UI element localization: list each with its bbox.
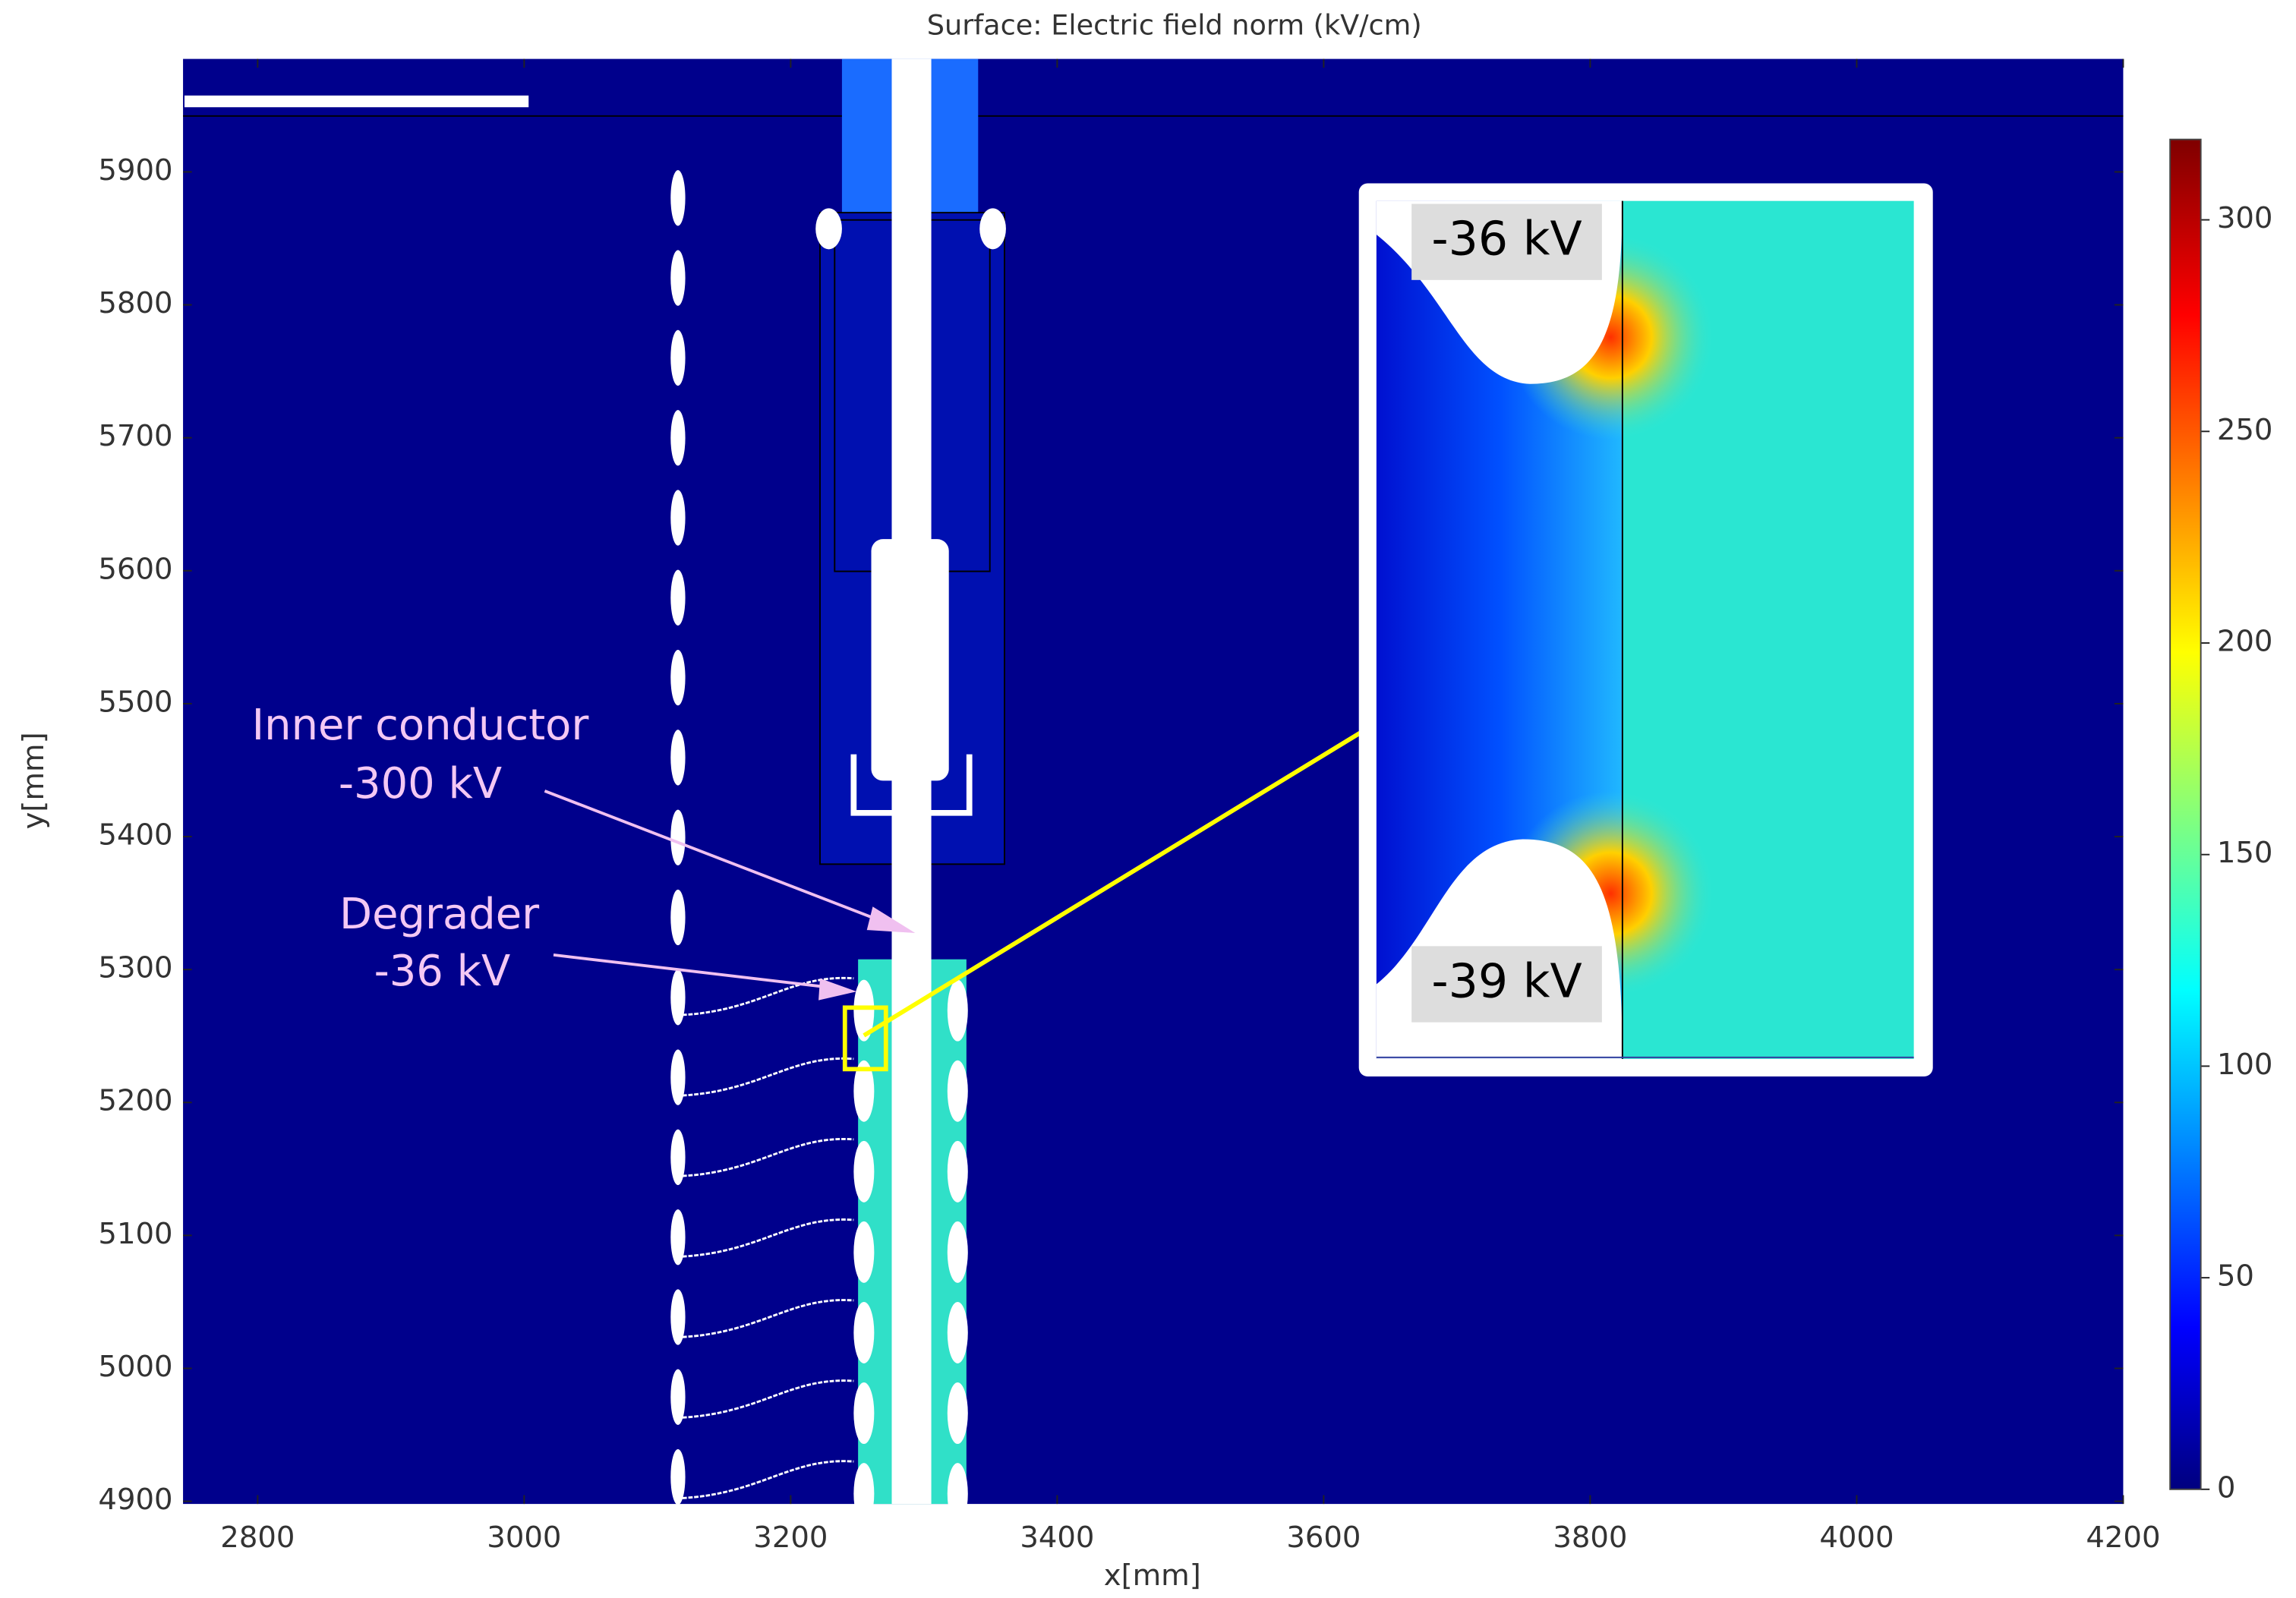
grading-ring bbox=[670, 730, 686, 786]
pointer bbox=[544, 790, 887, 925]
annotation: Degrader bbox=[339, 890, 539, 939]
label-box bbox=[1411, 946, 1602, 1023]
grading-ring bbox=[670, 410, 686, 466]
resistor bbox=[682, 1379, 854, 1419]
y-tick-label: 5100 bbox=[98, 1217, 172, 1251]
colorbar-tick-label: 200 bbox=[2217, 624, 2273, 658]
zoom-box bbox=[842, 1005, 888, 1072]
y-axis-label: y[mm] bbox=[17, 732, 51, 829]
degrader-ring bbox=[947, 1301, 968, 1363]
grading-ring bbox=[670, 1448, 686, 1505]
inset-label: -36 kV bbox=[1431, 212, 1582, 266]
y-tick-label: 5200 bbox=[98, 1084, 172, 1118]
colorbar bbox=[2170, 139, 2201, 1489]
label-box bbox=[1411, 203, 1602, 280]
degrader-ring bbox=[853, 1463, 875, 1525]
colorbar-tick-label: 100 bbox=[2217, 1048, 2273, 1082]
annotation: Inner conductor bbox=[252, 701, 589, 750]
grading-ring bbox=[670, 1129, 686, 1186]
shield bbox=[979, 208, 1006, 250]
grading-ring bbox=[670, 569, 686, 626]
degrader-ring bbox=[947, 1463, 968, 1525]
y-tick-label: 5600 bbox=[98, 552, 172, 586]
y-tick-label: 5500 bbox=[98, 685, 172, 719]
x-tick-label: 3800 bbox=[1553, 1521, 1627, 1555]
grading-ring bbox=[670, 649, 686, 706]
grading-ring bbox=[670, 490, 686, 546]
inset-label: -39 kV bbox=[1431, 954, 1582, 1009]
rings bbox=[670, 170, 968, 1525]
grading-ring bbox=[670, 1049, 686, 1105]
degrader-ring bbox=[853, 1140, 875, 1202]
annotation: -300 kV bbox=[339, 759, 502, 808]
degrader-ring bbox=[947, 1221, 968, 1283]
chart-title: Surface: Electric field norm (kV/cm) bbox=[927, 9, 1422, 42]
y-tick-label: 5900 bbox=[98, 153, 172, 188]
pointer bbox=[553, 953, 828, 989]
colorbar-tick-label: 250 bbox=[2217, 413, 2273, 447]
grading-ring bbox=[670, 329, 686, 386]
degrader-ring bbox=[947, 979, 968, 1042]
x-axis-label: x[mm] bbox=[1104, 1559, 1201, 1593]
colorbar-tick-label: 0 bbox=[2217, 1470, 2236, 1505]
grading-ring bbox=[670, 1209, 686, 1265]
x-tick-label: 3600 bbox=[1286, 1521, 1361, 1555]
grading-ring bbox=[670, 809, 686, 865]
colorbar-tick-label: 150 bbox=[2217, 836, 2273, 870]
resistor bbox=[682, 1137, 854, 1177]
x-tick-label: 4200 bbox=[2086, 1521, 2160, 1555]
resistor bbox=[682, 1299, 854, 1338]
x-tick-label: 4000 bbox=[1819, 1521, 1894, 1555]
colorbar-tick-label: 300 bbox=[2217, 201, 2273, 235]
y-tick-label: 5000 bbox=[98, 1350, 172, 1384]
resistor bbox=[682, 976, 854, 1016]
annotation: -36 kV bbox=[374, 947, 511, 996]
resistor bbox=[682, 1057, 854, 1097]
degrader-ring bbox=[853, 1301, 875, 1363]
zoom-arrow bbox=[863, 672, 1459, 1038]
y-tick-label: 5400 bbox=[98, 818, 172, 853]
x-tick-label: 3000 bbox=[487, 1521, 561, 1555]
scale-bar bbox=[184, 95, 529, 108]
arrowhead bbox=[818, 978, 857, 1001]
degrader-ring bbox=[947, 1382, 968, 1445]
grading-ring bbox=[670, 889, 686, 946]
colorbar-tick-label: 50 bbox=[2217, 1259, 2254, 1294]
degrader-ring bbox=[947, 1060, 968, 1122]
resistor bbox=[682, 1218, 854, 1258]
degrader-ring bbox=[853, 979, 875, 1042]
resistor bbox=[682, 1460, 854, 1499]
y-tick-label: 5700 bbox=[98, 419, 172, 453]
arrowhead bbox=[866, 906, 916, 933]
degrader-ring bbox=[853, 1060, 875, 1122]
field-plot bbox=[183, 58, 2124, 1525]
grading-ring bbox=[670, 1289, 686, 1345]
inset bbox=[1358, 183, 1933, 1076]
y-tick-label: 4900 bbox=[98, 1483, 172, 1517]
grading-ring bbox=[670, 969, 686, 1026]
x-tick-label: 3400 bbox=[1020, 1521, 1094, 1555]
y-tick-label: 5300 bbox=[98, 951, 172, 985]
y-tick-label: 5800 bbox=[98, 286, 172, 320]
x-tick-label: 2800 bbox=[220, 1521, 295, 1555]
degrader-ring bbox=[947, 1140, 968, 1202]
x-tick-label: 3200 bbox=[753, 1521, 828, 1555]
grading-ring bbox=[670, 250, 686, 306]
grading-ring bbox=[670, 170, 686, 226]
colorbar-frame bbox=[2169, 138, 2202, 1490]
inner-conductor bbox=[891, 58, 932, 1505]
degrader-ring bbox=[853, 1382, 875, 1445]
shield bbox=[815, 208, 842, 250]
degrader-ring bbox=[853, 1221, 875, 1283]
grading-ring bbox=[670, 1369, 686, 1425]
